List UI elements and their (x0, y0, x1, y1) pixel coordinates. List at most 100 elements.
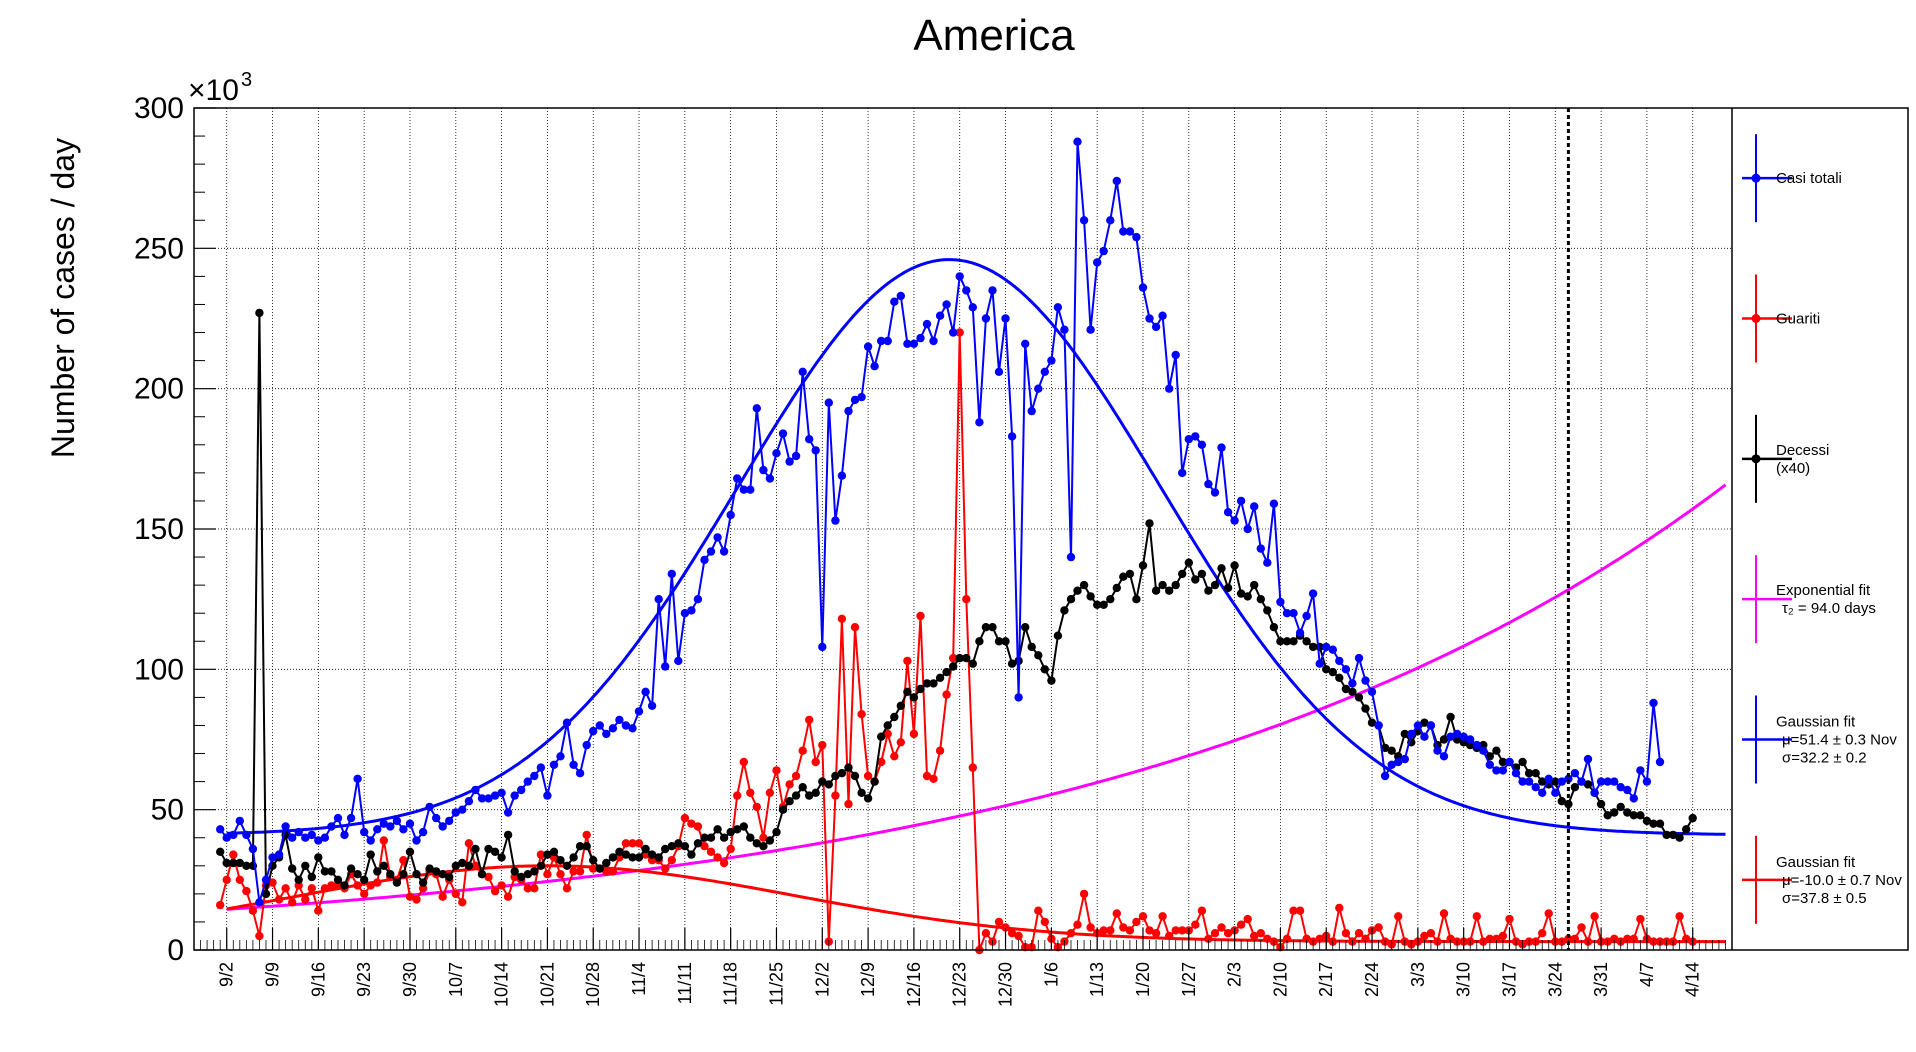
data-point-casi (1295, 628, 1305, 637)
data-point-guariti (274, 895, 284, 904)
data-point-guariti (530, 884, 539, 893)
data-point-guariti (1295, 906, 1305, 915)
data-point-casi (1531, 783, 1540, 792)
data-point-guariti (562, 884, 572, 893)
data-point-decessi (1125, 569, 1135, 579)
data-point-casi (549, 760, 559, 769)
data-point-decessi (863, 794, 873, 803)
data-point-casi (824, 398, 833, 407)
data-point-casi (805, 435, 814, 444)
y-tick-label: 200 (134, 373, 184, 406)
data-point-decessi (386, 870, 395, 879)
data-point-casi (739, 485, 748, 494)
data-point-guariti (667, 856, 676, 865)
data-point-casi (477, 794, 487, 803)
data-point-guariti (1636, 914, 1645, 924)
data-point-casi (1119, 227, 1128, 236)
data-point-decessi (1616, 802, 1625, 812)
x-tick-label: 9/9 (263, 962, 283, 987)
data-point-decessi (1289, 637, 1298, 646)
data-point-casi (1217, 443, 1226, 452)
legend-label: Decessi (1776, 442, 1829, 459)
data-point-decessi (1498, 757, 1508, 767)
data-point-decessi (687, 850, 696, 859)
data-point-decessi (1524, 769, 1534, 778)
data-point-casi (844, 406, 853, 416)
data-point-guariti (733, 791, 742, 800)
data-point-casi (1263, 558, 1272, 567)
data-point-casi (1047, 356, 1056, 365)
data-point-casi (949, 328, 958, 337)
data-point-guariti (1119, 923, 1128, 932)
x-tick-label: 1/6 (1041, 962, 1061, 987)
series-line-guariti (219, 332, 1694, 951)
y-axis-label: Number of cases / day (45, 138, 81, 458)
data-point-guariti (543, 870, 552, 879)
data-point-casi (674, 656, 683, 666)
data-point-guariti (484, 872, 493, 882)
data-point-casi (870, 362, 879, 371)
data-point-guariti (883, 729, 892, 739)
data-point-decessi (1629, 811, 1639, 820)
data-point-casi (1466, 735, 1475, 744)
data-point-guariti (739, 757, 748, 767)
legend-label: (x40) (1776, 460, 1810, 477)
data-point-guariti (1191, 920, 1200, 929)
data-point-casi (746, 485, 755, 494)
data-point-guariti (1675, 912, 1684, 921)
data-point-casi (517, 785, 526, 795)
data-point-casi (955, 272, 964, 281)
data-point-guariti (837, 614, 847, 623)
data-point-decessi (1158, 580, 1167, 590)
data-point-decessi (1361, 704, 1370, 713)
data-point-guariti (288, 898, 297, 907)
data-point-guariti (1007, 929, 1017, 938)
data-point-decessi (968, 659, 977, 668)
data-point-guariti (759, 833, 768, 842)
data-point-guariti (556, 870, 565, 879)
data-point-casi (1151, 322, 1161, 332)
data-point-casi (1570, 769, 1580, 778)
data-point-decessi (445, 872, 454, 882)
data-point-decessi (641, 844, 650, 854)
data-point-guariti (458, 898, 467, 907)
legend-label: Gaussian fit (1776, 854, 1856, 871)
data-point-decessi (1675, 833, 1684, 842)
data-point-casi (418, 827, 428, 837)
data-point-casi (1197, 440, 1207, 449)
data-point-guariti (1243, 914, 1252, 924)
data-point-casi (1184, 435, 1194, 444)
data-point-guariti (955, 328, 964, 337)
data-point-casi (1034, 384, 1043, 393)
data-point-casi (1498, 766, 1508, 775)
data-point-casi (346, 813, 356, 823)
data-point-decessi (1151, 586, 1161, 595)
data-point-decessi (1191, 575, 1200, 584)
data-point-casi (1112, 176, 1122, 186)
data-point-casi (1655, 757, 1665, 767)
x-tick-label: 12/16 (904, 962, 924, 1007)
data-point-guariti (1151, 929, 1161, 938)
data-point-decessi (216, 847, 225, 856)
data-point-decessi (1276, 637, 1285, 646)
data-point-guariti (608, 867, 618, 876)
data-point-decessi (628, 853, 637, 862)
data-point-casi (1210, 488, 1220, 497)
data-point-casi (1138, 283, 1148, 292)
x-tick-label: 3/31 (1591, 962, 1611, 997)
data-point-decessi (1636, 811, 1645, 820)
data-point-guariti (523, 884, 532, 893)
data-point-guariti (1439, 909, 1449, 918)
data-point-casi (268, 853, 277, 862)
data-point-guariti (968, 763, 977, 772)
data-point-casi (464, 797, 474, 806)
x-tick-label: 9/23 (354, 962, 374, 997)
data-point-guariti (1315, 934, 1324, 943)
data-point-decessi (1387, 746, 1396, 755)
data-point-casi (543, 791, 552, 800)
data-point-guariti (471, 861, 480, 870)
data-point-decessi (1079, 580, 1089, 590)
data-point-casi (1479, 746, 1488, 755)
data-point-decessi (818, 777, 827, 786)
data-point-guariti (412, 895, 421, 904)
